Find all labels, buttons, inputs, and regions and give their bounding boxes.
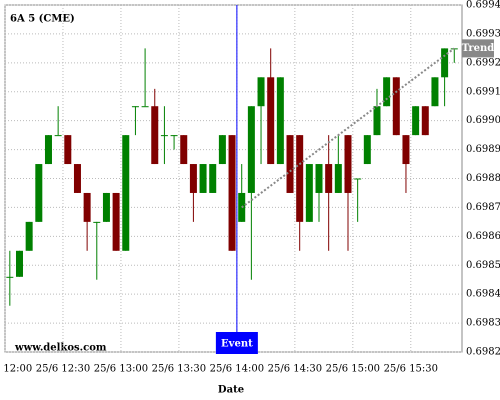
candle-body — [247, 106, 255, 193]
watermark: www.delkos.com — [14, 343, 107, 354]
candle-body — [334, 164, 342, 193]
candle-body — [199, 164, 207, 193]
y-tick-label: 0.6984 — [466, 289, 500, 300]
candle-body — [257, 77, 265, 107]
candle-body — [421, 106, 429, 136]
y-tick-label: 0.6986 — [466, 231, 500, 242]
chart-title: 6A 5 (CME) — [10, 14, 75, 25]
x-tick-label: 25/6 13:00 — [94, 364, 148, 375]
candle-body — [73, 164, 81, 193]
candle-body — [44, 135, 52, 165]
candle-body — [267, 77, 275, 165]
y-tick-label: 0.6990 — [466, 115, 500, 126]
candle-body — [170, 135, 178, 137]
candle-body — [122, 135, 130, 251]
candle-body — [383, 77, 391, 107]
x-tick-label: 25/6 15:30 — [384, 364, 438, 375]
candle-body — [276, 77, 284, 165]
y-tick-label: 0.6982 — [466, 347, 500, 358]
y-tick-label: 0.6992 — [466, 57, 500, 68]
candle-body — [286, 135, 294, 193]
candle-body — [402, 135, 410, 165]
candle-body — [392, 77, 400, 136]
candle-body — [54, 135, 62, 137]
candle-body — [112, 192, 120, 251]
candle-body — [209, 164, 217, 193]
candle-body — [228, 135, 236, 251]
candle-body — [15, 250, 23, 277]
y-tick-label: 0.6988 — [466, 173, 500, 184]
y-tick-label: 0.6985 — [466, 260, 500, 271]
candle-body — [441, 48, 449, 78]
candle-body — [83, 192, 91, 222]
event-label: Event — [221, 339, 253, 350]
candle-body — [25, 221, 33, 251]
trend-label: Trend — [462, 43, 495, 54]
trend-label-box — [462, 39, 494, 58]
candle-body — [151, 106, 159, 165]
event-label-box — [215, 332, 258, 354]
candle-body — [160, 135, 168, 137]
candle-body — [102, 192, 110, 222]
y-tick-label: 0.6987 — [466, 202, 500, 213]
candle-body — [431, 77, 439, 107]
candle-body — [344, 135, 352, 193]
x-tick-label: 25/6 12:00 — [0, 364, 32, 375]
candle-body — [296, 135, 304, 222]
trend-line — [241, 47, 455, 209]
candle-body — [131, 106, 139, 108]
x-tick-label: 25/6 15:00 — [326, 364, 380, 375]
candle-body — [189, 164, 197, 193]
candle-body — [6, 276, 14, 278]
candle-body — [363, 135, 371, 165]
candle-body — [325, 164, 333, 193]
candle-body — [180, 135, 188, 165]
candle-body — [218, 135, 226, 165]
x-axis-label: Date — [218, 385, 244, 396]
candle-body — [412, 106, 420, 136]
candle-body — [315, 164, 323, 193]
y-tick-label: 0.6983 — [466, 318, 500, 329]
y-tick-label: 0.6989 — [466, 144, 500, 155]
y-tick-label: 0.6993 — [466, 28, 500, 39]
y-tick-label: 0.6994 — [466, 0, 500, 11]
candle-body — [141, 106, 149, 108]
y-tick-label: 0.6991 — [466, 86, 500, 97]
candle-body — [93, 221, 101, 223]
x-tick-label: 25/6 14:30 — [268, 364, 322, 375]
candle-body — [354, 178, 362, 180]
candle-body — [35, 164, 43, 222]
candle-body — [64, 135, 72, 165]
x-tick-label: 25/6 14:00 — [210, 364, 264, 375]
candle-body — [373, 106, 381, 136]
candle-body — [305, 164, 313, 222]
x-tick-label: 25/6 13:30 — [152, 364, 206, 375]
x-tick-label: 25/6 12:30 — [36, 364, 90, 375]
